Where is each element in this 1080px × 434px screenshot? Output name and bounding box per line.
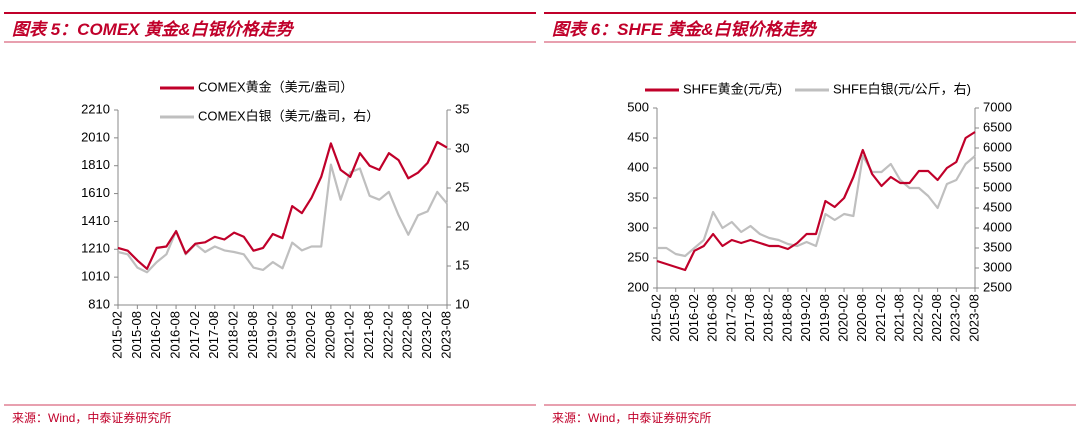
- y-tick-label: 2210: [81, 101, 110, 116]
- x-tick-label: 2017-02: [723, 294, 738, 342]
- x-tick-label: 2023-02: [419, 311, 434, 359]
- legend-label: COMEX黄金（美元/盎司）: [198, 79, 353, 94]
- x-tick-label: 2020-02: [835, 294, 850, 342]
- x-tick-label: 2020-08: [322, 311, 337, 359]
- y-tick-label: 350: [627, 189, 649, 204]
- y-tick-label: 450: [627, 129, 649, 144]
- y-tick-label: 2010: [81, 129, 110, 144]
- x-tick-label: 2023-02: [948, 294, 963, 342]
- x-tick-label: 2017-08: [742, 294, 757, 342]
- x-tick-label: 2020-08: [854, 294, 869, 342]
- x-tick-label: 2021-08: [361, 311, 376, 359]
- x-tick-label: 2023-08: [966, 294, 981, 342]
- y2-tick-label: 25: [455, 179, 469, 194]
- y-tick-label: 250: [627, 249, 649, 264]
- y2-tick-label: 4500: [983, 199, 1012, 214]
- x-tick-label: 2019-02: [798, 294, 813, 342]
- x-tick-label: 2018-08: [779, 294, 794, 342]
- y2-tick-label: 2500: [983, 279, 1012, 294]
- x-tick-label: 2016-08: [167, 311, 182, 359]
- y2-tick-label: 30: [455, 140, 469, 155]
- y-tick-label: 400: [627, 159, 649, 174]
- y2-tick-label: 3500: [983, 239, 1012, 254]
- y-tick-label: 1810: [81, 157, 110, 172]
- y2-tick-label: 7000: [983, 99, 1012, 114]
- x-tick-label: 2021-08: [892, 294, 907, 342]
- x-tick-label: 2015-08: [667, 294, 682, 342]
- chart-title: 图表 6：SHFE 黄金&白银价格走势: [552, 20, 818, 39]
- y-tick-label: 1610: [81, 185, 110, 200]
- series-line: [657, 154, 976, 258]
- x-tick-label: 2021-02: [342, 311, 357, 359]
- x-tick-label: 2021-02: [873, 294, 888, 342]
- y2-tick-label: 6000: [983, 139, 1012, 154]
- y2-tick-label: 20: [455, 218, 469, 233]
- x-tick-label: 2016-02: [686, 294, 701, 342]
- y2-tick-label: 10: [455, 296, 469, 311]
- y-tick-label: 1210: [81, 241, 110, 256]
- x-tick-label: 2016-02: [148, 311, 163, 359]
- chart-title: 图表 5：COMEX 黄金&白银价格走势: [12, 20, 295, 39]
- x-tick-label: 2022-08: [400, 311, 415, 359]
- x-tick-label: 2020-02: [303, 311, 318, 359]
- x-tick-label: 2023-08: [438, 311, 453, 359]
- x-tick-label: 2022-02: [910, 294, 925, 342]
- y-tick-label: 200: [627, 279, 649, 294]
- y2-tick-label: 35: [455, 101, 469, 116]
- series-line: [117, 163, 448, 274]
- x-tick-label: 2022-08: [929, 294, 944, 342]
- y2-tick-label: 6500: [983, 119, 1012, 134]
- x-tick-label: 2015-02: [648, 294, 663, 342]
- x-tick-label: 2018-02: [761, 294, 776, 342]
- y2-tick-label: 3000: [983, 259, 1012, 274]
- legend-label: SHFE白银(元/公斤，右): [833, 81, 971, 96]
- y2-tick-label: 5500: [983, 159, 1012, 174]
- x-tick-label: 2017-02: [187, 311, 202, 359]
- series-line: [117, 140, 448, 270]
- y-tick-label: 810: [88, 296, 110, 311]
- x-tick-label: 2015-02: [109, 311, 124, 359]
- y-tick-label: 500: [627, 99, 649, 114]
- y2-tick-label: 15: [455, 257, 469, 272]
- x-tick-label: 2018-02: [226, 311, 241, 359]
- series-line: [656, 131, 976, 272]
- y-tick-label: 1410: [81, 213, 110, 228]
- x-tick-label: 2018-08: [245, 311, 260, 359]
- y-tick-label: 1010: [81, 269, 110, 284]
- x-tick-label: 2016-08: [705, 294, 720, 342]
- y2-tick-label: 4000: [983, 219, 1012, 234]
- x-tick-label: 2019-08: [817, 294, 832, 342]
- y-tick-label: 300: [627, 219, 649, 234]
- source: 来源：Wind，中泰证券研究所: [12, 410, 171, 425]
- legend-label: COMEX白银（美元/盎司，右）: [198, 108, 379, 123]
- legend-label: SHFE黄金(元/克): [683, 81, 782, 96]
- x-tick-label: 2022-02: [380, 311, 395, 359]
- x-tick-label: 2015-08: [129, 311, 144, 359]
- source: 来源：Wind，中泰证券研究所: [552, 410, 711, 425]
- x-tick-label: 2017-08: [206, 311, 221, 359]
- y2-tick-label: 5000: [983, 179, 1012, 194]
- x-tick-label: 2019-08: [284, 311, 299, 359]
- x-tick-label: 2019-02: [264, 311, 279, 359]
